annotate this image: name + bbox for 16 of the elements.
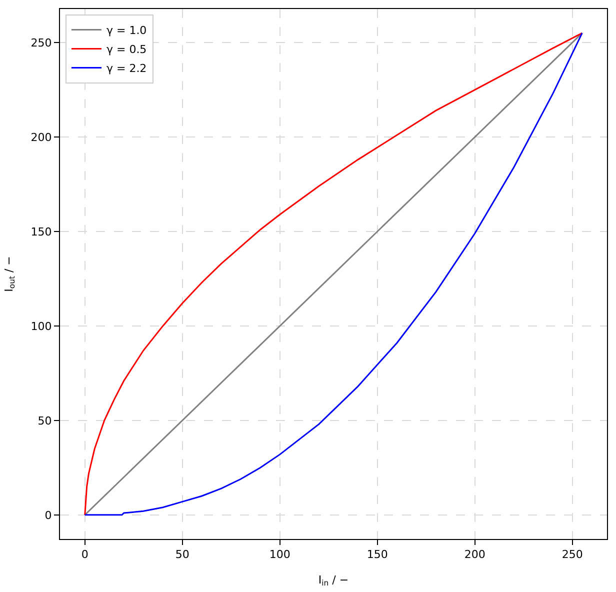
y-tick-label: 200 bbox=[30, 130, 52, 144]
y-tick-label: 250 bbox=[30, 36, 52, 50]
x-tick-label: 200 bbox=[464, 548, 486, 562]
legend-label: γ = 0.5 bbox=[106, 43, 147, 56]
x-tick-label: 100 bbox=[269, 548, 290, 562]
x-tick-label: 0 bbox=[81, 548, 88, 562]
y-tick-label: 150 bbox=[30, 225, 52, 238]
y-tick-label: 50 bbox=[38, 414, 52, 428]
x-tick-label: 50 bbox=[175, 548, 190, 562]
legend-label: γ = 1.0 bbox=[106, 24, 147, 38]
legend-label: γ = 2.2 bbox=[106, 62, 147, 76]
x-tick-label: 150 bbox=[366, 548, 388, 562]
y-tick-label: 100 bbox=[30, 320, 52, 333]
x-tick-label: 250 bbox=[562, 548, 583, 562]
x-axis-title: I$_{in}$ / − bbox=[318, 573, 349, 588]
y-tick-label: 0 bbox=[44, 508, 52, 522]
